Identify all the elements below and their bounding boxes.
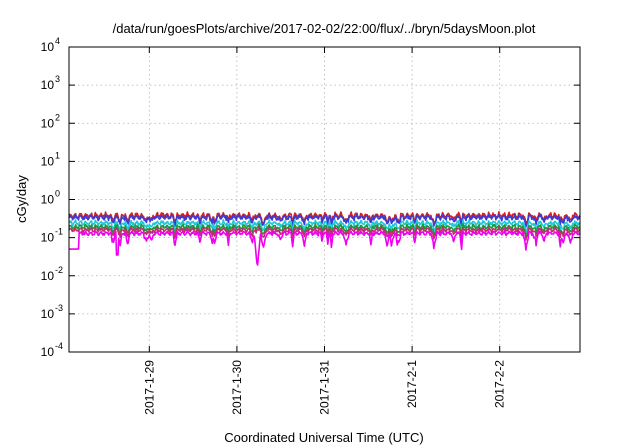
y-tick-label: 10 — [41, 154, 55, 168]
series-line — [68, 219, 581, 233]
y-tick-exponent: 1 — [55, 150, 60, 160]
x-tick-label: 2017-2-2 — [493, 360, 507, 408]
series-line — [68, 213, 581, 228]
y-tick-exponent: 2 — [55, 112, 60, 122]
x-axis: 2017-1-29 2017-1-30 2017-1-31 2017-2-1 2017-… — [142, 47, 507, 415]
series-line — [68, 229, 581, 266]
y-axis-label: cGy/day — [14, 175, 29, 223]
series-line — [68, 225, 581, 241]
x-tick-label: 2017-1-31 — [318, 360, 332, 415]
y-tick-label: 10 — [41, 307, 55, 321]
y-tick-label: 10 — [41, 193, 55, 207]
x-tick-label: 2017-2-1 — [405, 360, 419, 408]
y-tick-exponent: 4 — [55, 36, 60, 46]
y-tick-label: 10 — [41, 345, 55, 359]
x-tick-label: 2017-1-30 — [230, 360, 244, 415]
y-tick-exponent: -2 — [55, 265, 63, 275]
y-tick-label: 10 — [41, 231, 55, 245]
y-tick-exponent: 0 — [55, 189, 60, 199]
y-tick-label: 10 — [41, 116, 55, 130]
grid — [69, 47, 580, 352]
y-tick-label: 10 — [41, 78, 55, 92]
y-tick-label: 10 — [41, 269, 55, 283]
series-line — [68, 223, 581, 238]
series-group — [68, 211, 581, 266]
y-tick-label: 10 — [41, 40, 55, 54]
y-tick-exponent: -4 — [55, 341, 63, 351]
y-tick-exponent: -1 — [55, 227, 63, 237]
x-axis-label: Coordinated Universal Time (UTC) — [224, 430, 423, 445]
chart-title: /data/run/goesPlots/archive/2017-02-02/2… — [113, 21, 536, 36]
y-tick-exponent: -3 — [55, 303, 63, 313]
y-tick-exponent: 3 — [55, 74, 60, 84]
x-tick-label: 2017-1-29 — [142, 360, 156, 415]
